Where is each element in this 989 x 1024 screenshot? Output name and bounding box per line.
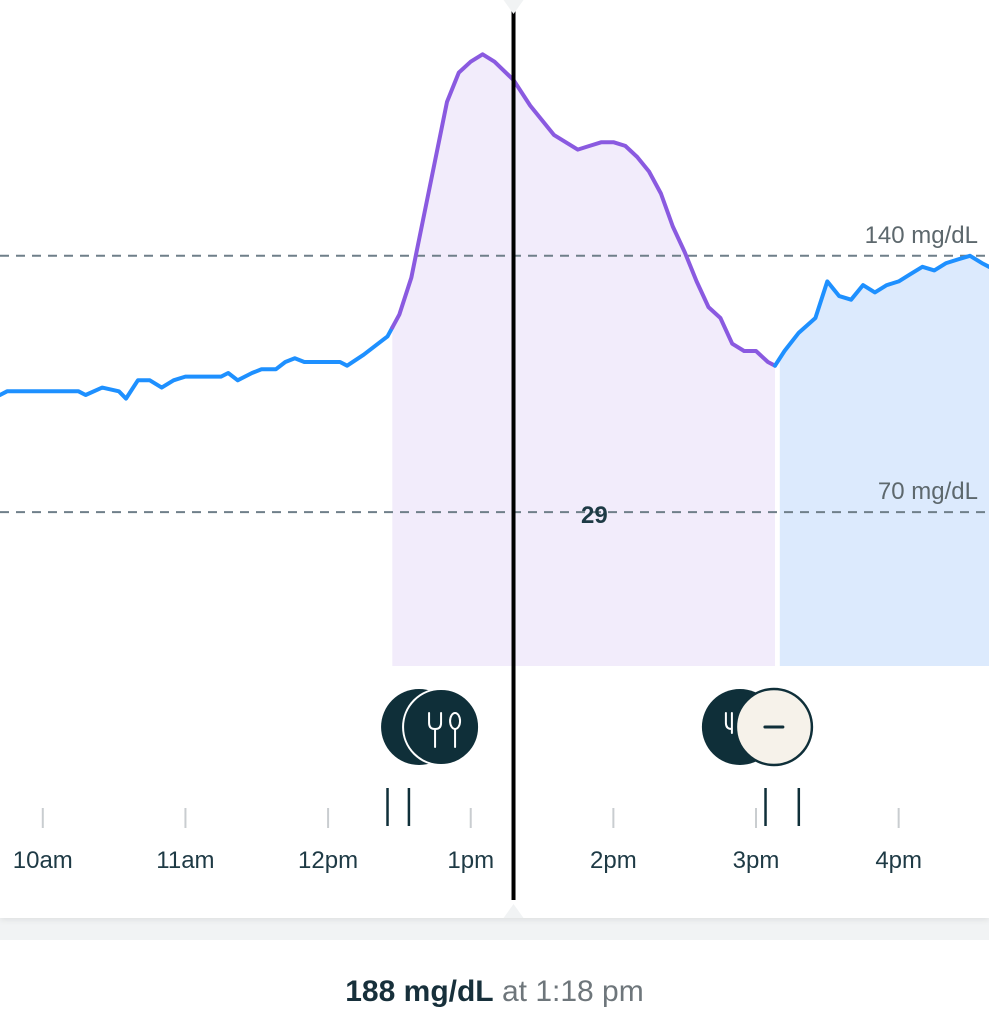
reference-label-70: 70 mg/dL [878, 478, 978, 505]
glucose-line-after [773, 253, 989, 368]
post-meal-area [779, 255, 989, 667]
fork-icon [724, 712, 733, 734]
x-tick-label: 10am [13, 847, 73, 874]
cursor-notch-bottom [503, 904, 524, 918]
glucose-chart[interactable]: 140 mg/dL 70 mg/dL 29 10am 11am 12pm 1pm 2pm 3pm… [0, 0, 989, 918]
meal-window-label: 29 [581, 502, 608, 529]
reference-label-140: 140 mg/dL [865, 222, 978, 249]
x-tick-label: 4pm [875, 847, 922, 874]
meal-event-marker[interactable] [381, 688, 481, 766]
x-tick-label: 11am [156, 847, 214, 874]
reading-time: at 1:18 pm [501, 975, 644, 1008]
current-reading: 188 mg/dL at 1:18 pm [0, 940, 989, 1024]
glucose-line-before [0, 325, 395, 401]
x-tick-label: 12pm [298, 847, 358, 874]
x-tick-label: 1pm [447, 847, 494, 874]
fork-icon [428, 712, 443, 748]
x-tick-label: 2pm [590, 847, 637, 874]
cursor-notch-top [503, 0, 524, 14]
reading-value: 188 mg/dL [345, 975, 494, 1008]
glucose-line-meal [390, 52, 777, 368]
fork-icon-path [428, 712, 443, 748]
chart-card[interactable]: 140 mg/dL 70 mg/dL 29 10am 11am 12pm 1pm 2pm 3pm… [0, 0, 989, 918]
fork-icon-path [724, 712, 733, 734]
meal-event-marker[interactable] [701, 687, 814, 767]
plot-area [0, 52, 989, 667]
x-tick-label: 3pm [733, 847, 780, 874]
